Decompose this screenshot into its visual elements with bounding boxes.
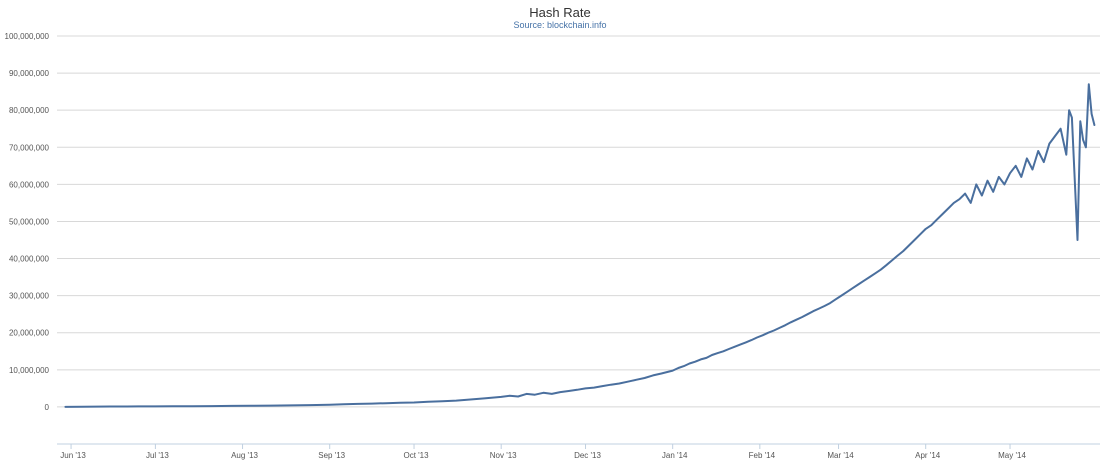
- chart-subtitle: Source: blockchain.info: [513, 20, 607, 30]
- x-tick-label: May '14: [998, 451, 1026, 460]
- y-axis-ticks: 0 10,000,000 20,000,000 30,000,000 40,000,00…: [5, 32, 50, 412]
- series-line-hash-rate: [64, 83, 1096, 408]
- x-tick-label: Nov '13: [490, 451, 517, 460]
- y-tick-label: 0: [45, 403, 50, 412]
- y-tick-label: 100,000,000: [5, 32, 50, 41]
- y-tick-label: 40,000,000: [9, 255, 50, 264]
- x-axis-ticks: Jun '13 Jul '13 Aug '13 Sep '13 Oct '13 Nov '…: [60, 444, 1026, 460]
- chart-title: Hash Rate: [529, 5, 591, 20]
- x-tick-label: Aug '13: [231, 451, 258, 460]
- x-tick-label: Sep '13: [318, 451, 345, 460]
- y-tick-label: 50,000,000: [9, 217, 50, 226]
- x-tick-label: Dec '13: [574, 451, 601, 460]
- x-tick-label: Jan '14: [662, 451, 688, 460]
- y-tick-label: 80,000,000: [9, 106, 50, 115]
- x-tick-label: Jul '13: [146, 451, 169, 460]
- y-tick-label: 90,000,000: [9, 69, 50, 78]
- x-tick-label: Oct '13: [403, 451, 429, 460]
- x-tick-label: Feb '14: [749, 451, 776, 460]
- y-tick-label: 30,000,000: [9, 292, 50, 301]
- grid-lines: [57, 35, 1100, 408]
- y-tick-label: 20,000,000: [9, 329, 50, 338]
- y-tick-label: 10,000,000: [9, 366, 50, 375]
- y-tick-label: 60,000,000: [9, 180, 50, 189]
- x-tick-label: Mar '14: [827, 451, 854, 460]
- x-tick-label: Apr '14: [915, 451, 941, 460]
- series-layer: [64, 83, 1096, 408]
- x-tick-label: Jun '13: [60, 451, 86, 460]
- y-tick-label: 70,000,000: [9, 143, 50, 152]
